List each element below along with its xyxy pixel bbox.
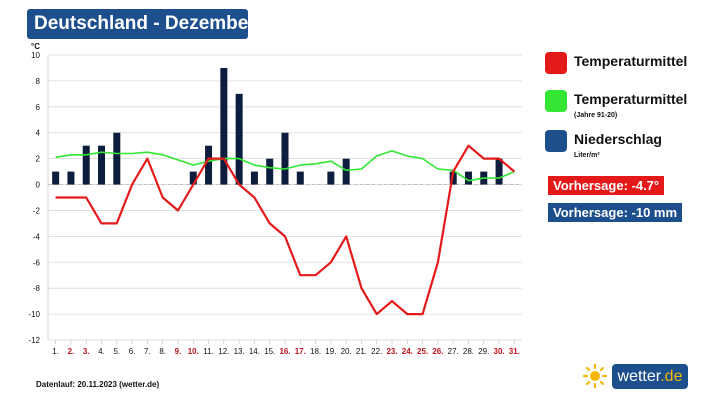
precipitation-bar: [495, 158, 503, 185]
precipitation-bar: [266, 158, 274, 185]
footer-data-run: Datenlauf: 20.11.2023 (wetter.de): [36, 380, 160, 389]
chart-title: Deutschland - Dezember: [27, 9, 256, 39]
x-tick-label: 20.: [341, 347, 352, 356]
forecast-temperature: Vorhersage: -4.7°: [548, 176, 665, 195]
x-tick-labels: 1. 2. 3. 4. 5. 6. 7. 8. 9. 10. 11. 12. 13. 14. 15. 16. 1…: [52, 340, 520, 356]
x-tick-label: 19.: [325, 347, 336, 356]
precipitation-bar: [250, 171, 258, 185]
x-tick-label: 25.: [417, 347, 428, 356]
precipitation-bar: [67, 171, 75, 185]
legend-sub-precipitation: Liter/m²: [574, 152, 600, 159]
legend-swatch-precipitation: [545, 130, 567, 152]
x-tick-label: 10.: [188, 347, 199, 356]
y-tick-label: 10: [31, 51, 40, 60]
y-unit-label: °C: [31, 42, 40, 51]
precipitation-bar: [342, 158, 350, 185]
sun-icon: [582, 363, 608, 389]
y-tick-label: -8: [33, 284, 41, 293]
x-tick-label: 21.: [356, 347, 367, 356]
x-tick-label: 7.: [144, 347, 151, 356]
temperature-line: [55, 144, 516, 316]
lines: [55, 144, 516, 316]
x-tick-label: 14.: [249, 347, 260, 356]
x-tick-label: 2.: [68, 347, 75, 356]
x-tick-label: 27.: [448, 347, 459, 356]
y-tick-label: 4: [36, 129, 41, 138]
logo-text: wetter: [617, 368, 661, 385]
x-tick-label: 9.: [175, 347, 182, 356]
y-tick-labels: -12 -10 -8 -6 -4 -2 0 2 4 6 8 10: [28, 51, 40, 345]
precipitation-bar: [281, 132, 289, 185]
y-tick-label: -2: [33, 206, 41, 215]
y-tick-label: 0: [36, 181, 41, 190]
precipitation-bar: [327, 171, 335, 185]
x-tick-label: 29.: [478, 347, 489, 356]
x-tick-label: 26.: [432, 347, 443, 356]
precipitation-bar: [464, 171, 472, 185]
x-tick-label: 3.: [83, 347, 90, 356]
x-tick-label: 15.: [264, 347, 275, 356]
x-tick-label: 5.: [113, 347, 120, 356]
grid: [47, 54, 522, 341]
precipitation-bar: [52, 171, 60, 185]
legend-swatch-temperature: [545, 52, 567, 74]
precipitation-bar: [235, 93, 243, 185]
y-tick-label: 6: [36, 103, 41, 112]
y-tick-label: 8: [36, 77, 41, 86]
y-tick-label: -6: [33, 258, 41, 267]
x-tick-label: 23.: [386, 347, 397, 356]
y-tick-label: 2: [36, 155, 41, 164]
x-tick-label: 16.: [279, 347, 290, 356]
legend-label-precipitation: Niederschlag: [574, 131, 662, 147]
forecast-precipitation: Vorhersage: -10 mm: [548, 203, 683, 222]
y-tick-label: -10: [28, 310, 40, 319]
x-tick-label: 28.: [463, 347, 474, 356]
x-tick-label: 1.: [52, 347, 59, 356]
x-tick-label: 6.: [129, 347, 136, 356]
precipitation-bar: [82, 145, 90, 185]
x-tick-label: 8.: [159, 347, 166, 356]
precipitation-bar: [98, 145, 106, 185]
precipitation-bar: [189, 171, 197, 185]
y-tick-label: -12: [28, 336, 40, 345]
x-tick-label: 4.: [98, 347, 105, 356]
x-tick-label: 12.: [218, 347, 229, 356]
precipitation-bar: [220, 67, 228, 185]
x-tick-label: 30.: [494, 347, 505, 356]
precipitation-bar: [113, 132, 121, 185]
legend-label-temperature-normal: Temperaturmittel: [574, 91, 688, 107]
temperature-normal-line: [55, 150, 515, 182]
legend-swatch-temperature-normal: [545, 90, 567, 112]
wetter-logo: wetter.de: [580, 363, 690, 389]
x-tick-label: 13.: [234, 347, 245, 356]
x-tick-label: 22.: [371, 347, 382, 356]
logo-wordmark: wetter.de: [612, 364, 688, 389]
x-tick-label: 17.: [295, 347, 306, 356]
legend-label-temperature: Temperaturmittel: [574, 53, 688, 69]
bars: [52, 67, 503, 185]
x-tick-label: 24.: [402, 347, 413, 356]
x-tick-label: 11.: [203, 347, 214, 356]
precipitation-bar: [296, 171, 304, 185]
legend-sub-temperature-normal: (Jahre 91-20): [574, 112, 618, 119]
y-tick-label: -4: [33, 232, 41, 241]
precipitation-bar: [205, 145, 213, 185]
x-tick-label: 18.: [310, 347, 321, 356]
x-tick-label: 31.: [509, 347, 520, 356]
logo-suffix: .de: [660, 368, 683, 385]
